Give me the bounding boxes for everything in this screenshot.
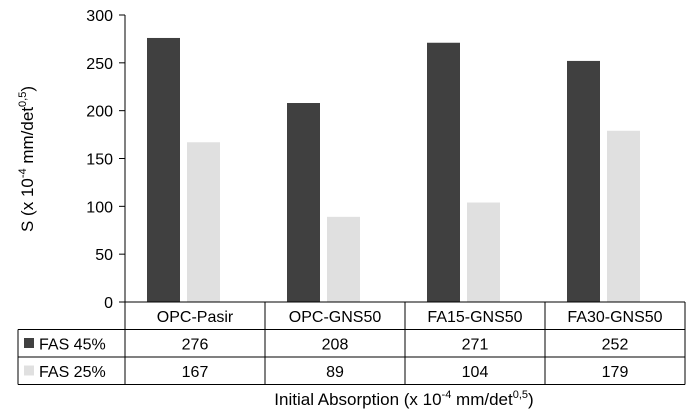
data-label: 252: [602, 337, 629, 354]
y-tick-label: 250: [86, 56, 113, 73]
y-tick-label: 50: [95, 247, 113, 264]
bar-fas45-fa30-gns50: [567, 60, 600, 302]
bar-fas25-fa15-gns50: [467, 202, 500, 302]
data-label: 89: [326, 364, 344, 381]
x-category-label: FA15-GNS50: [427, 309, 522, 326]
bar-fas25-fa30-gns50: [607, 130, 640, 302]
y-tick-label: 150: [86, 152, 113, 169]
bar-fas45-opc-gns50: [287, 103, 320, 302]
y-tick-label: 200: [86, 104, 113, 121]
y-axis-title: S (x 10-4 mm/det0,5): [17, 86, 37, 232]
data-label: 208: [322, 337, 349, 354]
data-label: 179: [602, 364, 629, 381]
x-category-label: FA30-GNS50: [567, 309, 662, 326]
legend-label: FAS 25%: [39, 364, 106, 381]
y-tick-label: 300: [86, 8, 113, 25]
data-label: 271: [462, 337, 489, 354]
x-category-label: OPC-GNS50: [289, 309, 382, 326]
bar-fas45-opc-pasir: [147, 37, 180, 303]
legend-swatch: [24, 365, 34, 376]
x-axis-title: Initial Absorption (x 10-4 mm/det0,5): [274, 389, 533, 409]
y-tick-label: 0: [104, 295, 113, 312]
legend-label: FAS 45%: [39, 337, 106, 354]
data-label: 167: [182, 364, 209, 381]
y-tick-label: 100: [86, 199, 113, 216]
data-label: 104: [462, 364, 489, 381]
bars: [147, 37, 640, 303]
data-label: 276: [182, 337, 209, 354]
x-category-label: OPC-Pasir: [157, 309, 234, 326]
bar-fas25-opc-gns50: [327, 216, 360, 302]
bar-fas25-opc-pasir: [187, 142, 220, 302]
legend-swatch: [24, 338, 34, 348]
bar-fas45-fa15-gns50: [427, 42, 460, 302]
data-table: OPC-Pasir OPC-GNS50 FA15-GNS50 FA30-GNS50 FA…: [17, 301, 686, 385]
axes: 0 50 100 150 200 250 300: [86, 8, 126, 312]
